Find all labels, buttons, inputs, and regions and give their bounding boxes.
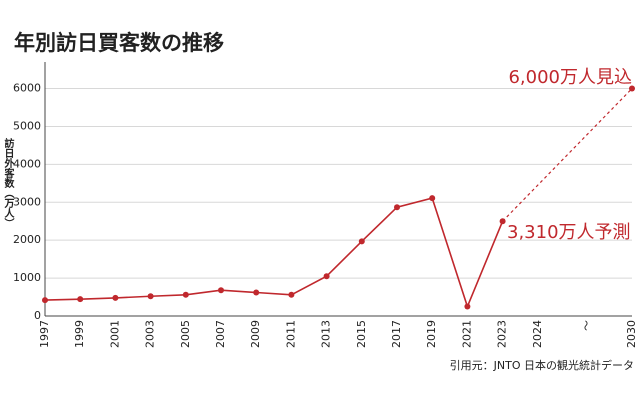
data-point	[464, 303, 471, 310]
data-point	[429, 195, 436, 202]
y-tick-label: 3000	[13, 195, 41, 208]
y-axis-label: 訪日外客数（万人）	[2, 137, 15, 228]
x-tick-label: 2015	[355, 320, 368, 348]
data-point	[358, 238, 365, 245]
x-tick-label: 2023	[496, 320, 509, 348]
data-point	[218, 287, 224, 294]
annotation: 3,310万人予測	[507, 222, 631, 243]
y-tick-label: 0	[34, 309, 41, 322]
x-tick-label: 2001	[108, 320, 121, 348]
data-point	[42, 297, 48, 304]
x-tick-label: 2021	[460, 320, 473, 348]
data-point	[629, 85, 635, 92]
x-tick-label: 1997	[38, 320, 51, 348]
data-point	[499, 218, 506, 225]
y-tick-label: 2000	[13, 233, 41, 246]
x-tick-label: 2013	[320, 320, 333, 348]
data-point	[323, 273, 330, 280]
y-tick-label: 6000	[13, 82, 41, 95]
chart-title: 年別訪日買客数の推移	[14, 31, 224, 55]
y-tick-label: 1000	[13, 271, 41, 284]
y-tick-label: 4000	[13, 157, 41, 170]
x-tick-label: 2009	[249, 320, 262, 348]
data-point	[147, 293, 154, 300]
x-tick-label: 2030	[625, 320, 638, 348]
data-point	[288, 291, 295, 298]
data-point	[77, 296, 84, 303]
annotation: 6,000万人見込	[508, 67, 632, 88]
projection-line	[502, 88, 633, 222]
data-point	[112, 294, 119, 301]
x-tick-label: 2024	[531, 320, 544, 348]
x-tick-label: 2017	[390, 320, 403, 348]
data-line	[44, 197, 504, 309]
y-tick-label: 5000	[13, 119, 41, 132]
data-point	[394, 204, 400, 211]
x-tick-label: 〜	[580, 320, 593, 331]
x-tick-label: 1999	[73, 320, 86, 348]
x-tick-label: 2007	[214, 320, 227, 348]
data-point	[253, 289, 260, 296]
x-tick-label: 2003	[144, 320, 157, 348]
data-point	[182, 291, 189, 298]
x-tick-label: 2005	[179, 320, 192, 348]
source-note: 引用元：JNTO 日本の観光統計データ	[450, 358, 634, 372]
x-tick-label: 2019	[425, 320, 438, 348]
x-tick-label: 2011	[284, 320, 297, 348]
